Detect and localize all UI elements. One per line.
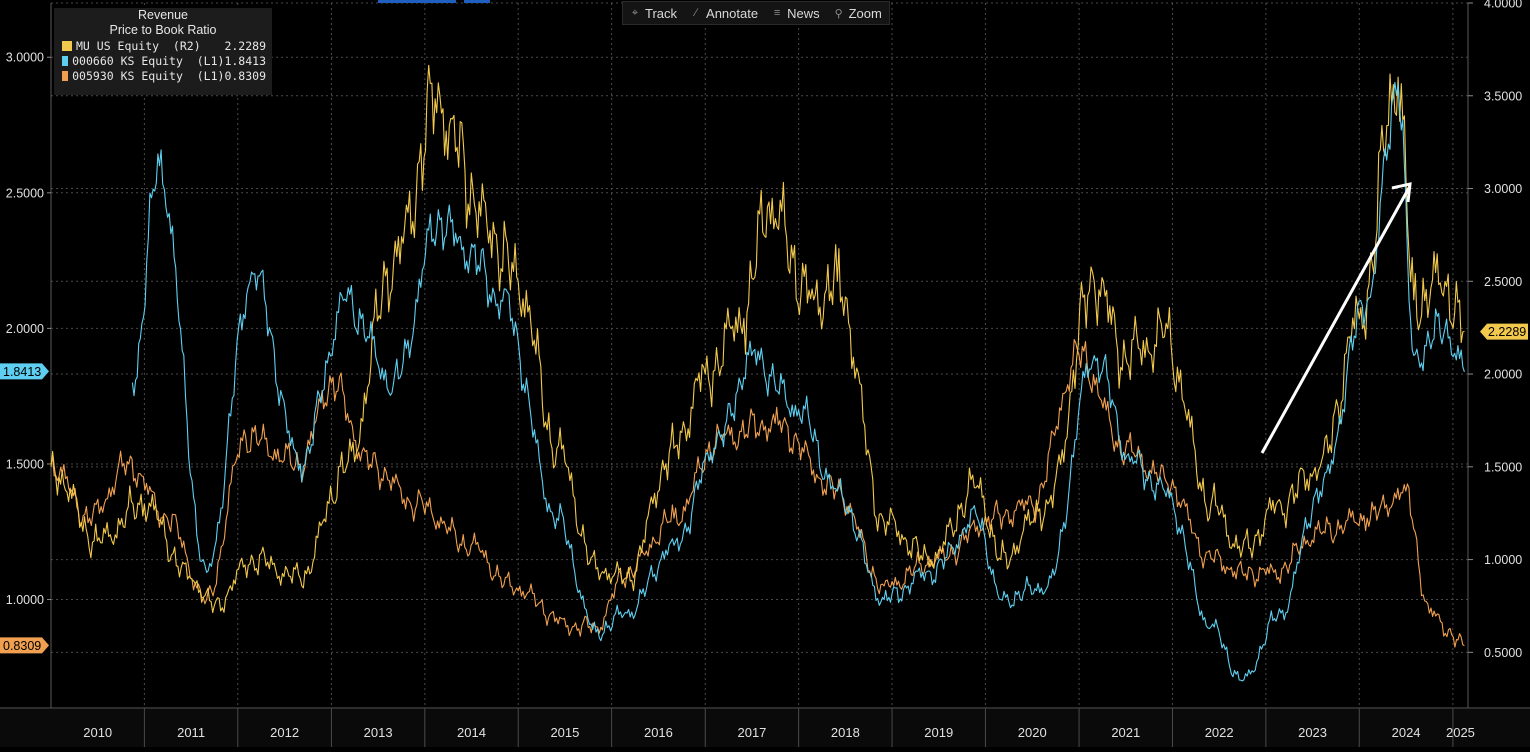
right-tick-label: 2.0000 bbox=[1484, 368, 1522, 382]
x-tick-label: 2012 bbox=[270, 725, 299, 740]
legend-swatch bbox=[62, 70, 69, 81]
zoom-label: Zoom bbox=[848, 5, 882, 21]
legend-item-name: MU US Equity (R2) bbox=[76, 38, 201, 53]
right-tick-label: 2.5000 bbox=[1484, 275, 1522, 289]
x-tick-label: 2011 bbox=[177, 725, 205, 740]
crosshair-icon: ⌖ bbox=[631, 6, 639, 19]
last-value-tag-bg bbox=[0, 363, 49, 380]
right-tick-label: 1.0000 bbox=[1484, 553, 1522, 567]
right-tick-label: 3.5000 bbox=[1484, 89, 1522, 103]
series-lines bbox=[50, 64, 1465, 682]
left-tick-label: 1.0000 bbox=[6, 593, 44, 607]
news-icon: ≡ bbox=[773, 7, 781, 19]
zoom-button[interactable]: ⚲ Zoom bbox=[827, 2, 889, 24]
legend-item-000660[interactable]: 000660 KS Equity (L1) 1.8413 bbox=[54, 53, 272, 68]
legend[interactable]: Revenue Price to Book Ratio MU US Equity… bbox=[54, 8, 272, 95]
x-tick-label: 2019 bbox=[924, 725, 953, 740]
last-value-tag-bg bbox=[0, 637, 49, 654]
left-tick-label: 1.5000 bbox=[6, 457, 44, 471]
x-tick-label: 2016 bbox=[644, 725, 673, 740]
legend-item-name: 000660 KS Equity (L1) bbox=[72, 53, 225, 68]
x-tick-label: 2017 bbox=[737, 725, 766, 740]
grid-lines bbox=[51, 2, 1468, 708]
trend-arrow-head bbox=[1391, 182, 1412, 203]
x-tick-label: 2010 bbox=[83, 725, 112, 740]
trend-arrow-shaft bbox=[1260, 185, 1412, 454]
news-label: News bbox=[787, 5, 820, 21]
legend-item-value: 0.8309 bbox=[224, 68, 266, 83]
pencil-icon: ∕ bbox=[695, 7, 697, 19]
trend-arrow bbox=[1260, 182, 1412, 454]
right-tick-label: 4.0000 bbox=[1484, 0, 1522, 11]
news-button[interactable]: ≡ News bbox=[765, 2, 827, 24]
x-tick-label: 2015 bbox=[550, 725, 579, 740]
x-tick-label: 2021 bbox=[1111, 725, 1140, 740]
series-line-2 bbox=[50, 338, 1465, 648]
legend-item-value: 2.2289 bbox=[224, 38, 266, 53]
annotate-button[interactable]: ∕ Annotate bbox=[684, 2, 765, 24]
top-strip-left bbox=[378, 0, 456, 3]
x-tick-label: 2024 bbox=[1392, 725, 1421, 740]
last-value-tag-text: 0.8309 bbox=[3, 639, 41, 653]
zoom-icon: ⚲ bbox=[834, 7, 843, 20]
legend-item-005930[interactable]: 005930 KS Equity (L1) 0.8309 bbox=[54, 68, 272, 83]
chart-toolbar: ⌖ Track ∕ Annotate ≡ News ⚲ Zoom bbox=[622, 1, 890, 25]
x-tick-label: 2013 bbox=[364, 725, 393, 740]
annotate-label: Annotate bbox=[706, 5, 759, 21]
x-tick-label: 2022 bbox=[1205, 725, 1234, 740]
last-value-tags: 1.8413 0.8309 2.2289 bbox=[0, 323, 1528, 654]
right-tick-label: 3.0000 bbox=[1484, 182, 1522, 196]
series-line-0 bbox=[50, 64, 1465, 614]
legend-swatch bbox=[62, 55, 69, 66]
legend-item-mu[interactable]: MU US Equity (R2) 2.2289 bbox=[54, 38, 272, 53]
x-tick-label: 2020 bbox=[1018, 725, 1047, 740]
last-value-tag-text: 2.2289 bbox=[1488, 325, 1526, 339]
x-axis-band bbox=[0, 709, 1530, 747]
left-tick-label: 2.0000 bbox=[6, 322, 44, 336]
last-value-tag-bg bbox=[1480, 323, 1528, 340]
x-tick-label: 2014 bbox=[457, 725, 486, 740]
series-line-1 bbox=[131, 81, 1465, 682]
track-label: Track bbox=[645, 5, 678, 21]
legend-subtitle: Price to Book Ratio bbox=[109, 23, 217, 37]
track-button[interactable]: ⌖ Track bbox=[623, 2, 684, 24]
left-tick-label: 2.5000 bbox=[6, 186, 44, 200]
legend-item-name: 005930 KS Equity (L1) bbox=[72, 68, 225, 83]
top-strip-right bbox=[464, 0, 490, 3]
last-value-tag-text: 1.8413 bbox=[3, 365, 41, 379]
legend-swatch bbox=[62, 40, 72, 51]
right-tick-label: 0.5000 bbox=[1484, 646, 1522, 660]
left-tick-label: 3.0000 bbox=[6, 51, 44, 65]
x-tick-label: 2023 bbox=[1298, 725, 1327, 740]
legend-item-value: 1.8413 bbox=[224, 53, 266, 68]
x-tick-label: 2018 bbox=[831, 725, 860, 740]
legend-title: Revenue bbox=[137, 8, 189, 22]
right-tick-label: 1.5000 bbox=[1484, 460, 1522, 474]
x-tick-label: 2025 bbox=[1446, 725, 1475, 740]
